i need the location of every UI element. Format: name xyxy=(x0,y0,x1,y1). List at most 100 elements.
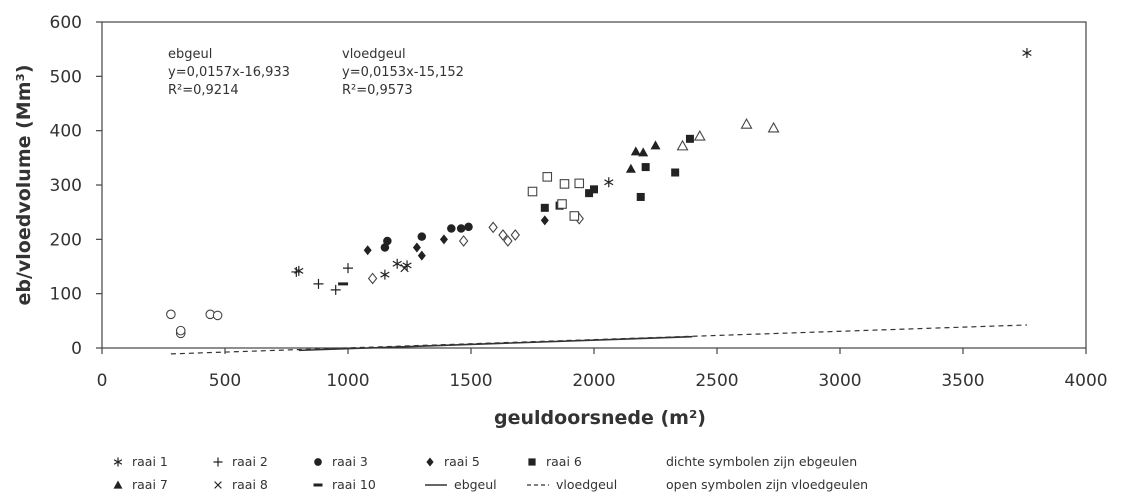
data-point xyxy=(574,178,585,189)
legend-note: open symbolen zijn vloedgeulen xyxy=(666,477,868,492)
data-point xyxy=(671,168,680,177)
x-tick-label: 1500 xyxy=(449,371,492,391)
series-open-diamond xyxy=(367,212,584,285)
legend-label: vloedgeul xyxy=(556,477,617,492)
y-tick-label: 100 xyxy=(50,285,82,305)
y-tick-label: 200 xyxy=(50,230,82,250)
data-point xyxy=(527,186,538,197)
data-point xyxy=(363,245,372,256)
legend-label: raai 7 xyxy=(132,477,168,492)
data-point xyxy=(330,284,341,295)
legend-marker xyxy=(113,457,123,467)
annotation-vloedgeul-line: y=0,0153x-15,152 xyxy=(342,65,464,80)
data-point xyxy=(540,203,549,212)
data-point xyxy=(166,309,176,320)
annotation-ebgeul-line: y=0,0157x-16,933 xyxy=(168,65,290,80)
trendline-ebgeul xyxy=(298,335,693,352)
legend-label: raai 10 xyxy=(332,477,376,492)
data-point xyxy=(291,266,302,277)
data-point xyxy=(693,129,706,141)
data-point xyxy=(630,146,641,156)
legend-marker xyxy=(314,458,322,466)
legend-label: ebgeul xyxy=(454,477,497,492)
annotation-vloedgeul-line: vloedgeul xyxy=(342,47,406,62)
annotation-vloedgeul-line: R²=0,9573 xyxy=(342,83,413,98)
axes xyxy=(96,21,1087,354)
annotation-ebgeul-line: R²=0,9214 xyxy=(168,83,239,98)
x-tick-label: 2500 xyxy=(695,371,738,391)
x-tick-label: 1000 xyxy=(326,371,369,391)
legend-label: raai 2 xyxy=(232,454,268,469)
data-point xyxy=(464,222,473,232)
data-point xyxy=(212,310,223,321)
data-point xyxy=(641,163,650,172)
series-raai-7 xyxy=(625,140,661,173)
data-point xyxy=(540,215,549,226)
data-point xyxy=(625,163,636,173)
data-point xyxy=(636,192,645,201)
legend: raai 1 raai 2 raai 3 raai 5 raai 6 raai 7 raai… xyxy=(113,454,868,492)
data-point xyxy=(383,236,392,246)
data-point xyxy=(392,258,402,269)
series-open-square xyxy=(527,172,585,221)
data-point xyxy=(559,179,570,189)
data-point xyxy=(488,221,498,234)
data-points xyxy=(166,47,1032,339)
data-point xyxy=(503,235,513,247)
series-raai-3 xyxy=(380,222,473,252)
y-axis-label: eb/vloedvolume (Mm³) xyxy=(13,64,35,305)
series-raai-2 xyxy=(291,263,353,295)
data-point xyxy=(447,224,456,233)
y-tick-label: 500 xyxy=(50,67,82,87)
y-tick-label: 400 xyxy=(50,122,82,142)
data-point xyxy=(569,211,580,221)
data-point xyxy=(650,140,661,150)
legend-label: raai 8 xyxy=(232,477,268,492)
data-point xyxy=(1022,47,1032,58)
data-point xyxy=(542,172,553,182)
data-point xyxy=(590,185,598,194)
data-point xyxy=(676,139,689,151)
data-point xyxy=(417,232,427,241)
data-point xyxy=(417,250,426,261)
legend-marker xyxy=(214,481,222,489)
equation-annotations: ebgeul y=0,0157x-16,933 R²=0,9214 vloedgeul… xyxy=(168,47,464,98)
trendlines xyxy=(170,324,1027,355)
data-point xyxy=(498,229,508,241)
annotation-ebgeul-line: ebgeul xyxy=(168,47,212,62)
data-point xyxy=(313,278,324,289)
x-tick-label: 3500 xyxy=(941,371,984,391)
data-point xyxy=(380,269,390,280)
series-raai-8 xyxy=(400,263,409,273)
data-point xyxy=(380,243,390,252)
data-point xyxy=(456,224,466,233)
data-point xyxy=(557,199,567,209)
legend-label: raai 5 xyxy=(444,454,480,469)
x-tick-label: 4000 xyxy=(1064,371,1107,391)
data-point xyxy=(510,229,520,241)
data-point xyxy=(175,325,186,336)
y-tick-label: 300 xyxy=(50,176,82,196)
x-tick-label: 0 xyxy=(97,371,108,391)
trendline-vloedgeul xyxy=(170,324,1027,355)
data-point xyxy=(412,242,421,253)
data-point xyxy=(400,263,409,273)
y-tick-label: 0 xyxy=(71,339,82,359)
data-point xyxy=(638,147,649,157)
legend-marker xyxy=(528,458,536,466)
data-point xyxy=(767,121,780,133)
legend-label: raai 3 xyxy=(332,454,368,469)
data-point xyxy=(740,118,753,129)
legend-label: raai 6 xyxy=(546,454,582,469)
legend-marker xyxy=(426,457,434,467)
legend-marker xyxy=(213,457,223,467)
x-tick-label: 3000 xyxy=(818,371,861,391)
data-point xyxy=(685,134,694,143)
legend-marker xyxy=(113,480,123,489)
legend-label: raai 1 xyxy=(132,454,168,469)
legend-note: dichte symbolen zijn ebgeulen xyxy=(666,454,857,469)
data-point xyxy=(439,234,448,245)
x-tick-label: 2000 xyxy=(572,371,615,391)
y-tick-label: 600 xyxy=(50,13,82,33)
